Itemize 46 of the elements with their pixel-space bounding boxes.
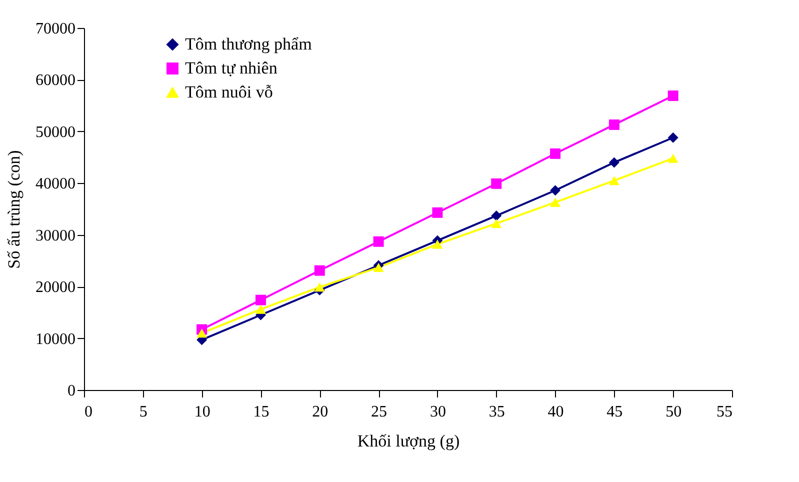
x-tick-label: 10 bbox=[194, 404, 210, 420]
point bbox=[608, 176, 620, 186]
y-tick-label: 40000 bbox=[36, 176, 76, 193]
x-tick-label: 55 bbox=[716, 404, 732, 420]
x-tick-label: 45 bbox=[606, 404, 623, 420]
point bbox=[373, 236, 384, 247]
point bbox=[491, 218, 502, 228]
point bbox=[608, 119, 620, 130]
point bbox=[550, 185, 561, 196]
x-tick-label: 30 bbox=[430, 404, 446, 420]
point bbox=[255, 294, 266, 306]
legend-label: Tôm nuôi vỗ bbox=[185, 82, 273, 102]
point bbox=[373, 262, 384, 272]
point bbox=[550, 198, 561, 207]
y-tick-label: 70000 bbox=[36, 20, 76, 38]
x-tick-label: 50 bbox=[666, 404, 682, 420]
point bbox=[432, 207, 443, 218]
y-tick-label: 60000 bbox=[36, 72, 76, 90]
x-axis-title: Khối lượng (g) bbox=[357, 432, 460, 450]
point bbox=[668, 90, 678, 101]
x-tick-label: 25 bbox=[371, 404, 388, 420]
x-tick-label: 35 bbox=[488, 404, 505, 420]
point bbox=[314, 265, 325, 276]
legend-label: Tôm thương phẩm bbox=[185, 34, 312, 54]
point bbox=[432, 240, 443, 249]
point bbox=[196, 328, 208, 338]
x-tick-label: 20 bbox=[312, 404, 328, 420]
point bbox=[668, 154, 678, 163]
legend-label: Tôm tự nhiên bbox=[185, 58, 278, 78]
x-tick-label: 40 bbox=[548, 404, 564, 420]
x-tick-label: 0 bbox=[84, 404, 92, 420]
point bbox=[314, 282, 325, 292]
point bbox=[491, 178, 502, 189]
x-tick-label: 15 bbox=[253, 404, 270, 420]
point bbox=[491, 210, 502, 221]
y-axis-title: Số ấu trùng (con) bbox=[4, 150, 24, 269]
y-tick-label: 0 bbox=[68, 382, 76, 400]
y-tick-label: 10000 bbox=[36, 330, 76, 348]
y-tick-label: 50000 bbox=[36, 124, 76, 141]
point bbox=[255, 304, 266, 314]
point bbox=[668, 132, 678, 143]
point bbox=[608, 157, 620, 168]
y-tick-label: 20000 bbox=[36, 279, 76, 296]
x-tick-label: 5 bbox=[139, 404, 148, 420]
y-tick-label: 30000 bbox=[36, 227, 76, 244]
point bbox=[550, 148, 561, 159]
